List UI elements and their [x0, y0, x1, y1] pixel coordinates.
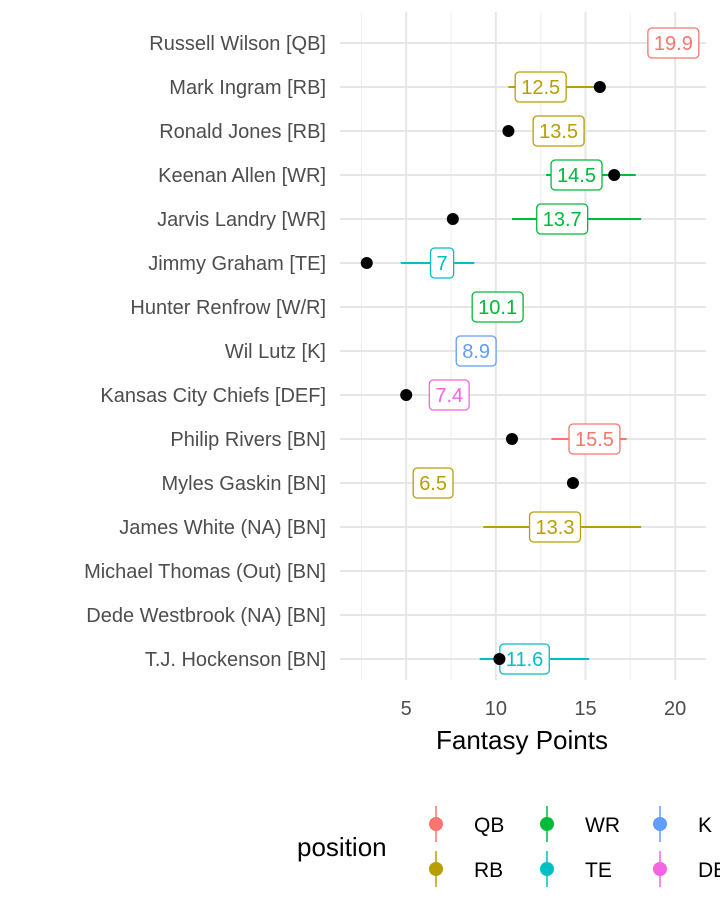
- x-tick-label: 5: [401, 698, 412, 720]
- y-tick-label: Hunter Renfrow [W/R]: [130, 297, 326, 319]
- projection-label: 14.5: [550, 159, 603, 191]
- legend-item: K: [653, 806, 712, 842]
- x-tick-label: 20: [664, 698, 686, 720]
- y-tick-label: Kansas City Chiefs [DEF]: [100, 385, 326, 407]
- svg-text:K: K: [698, 814, 712, 837]
- actual-point: [400, 389, 413, 401]
- svg-text:14.5: 14.5: [557, 165, 596, 187]
- actual-point: [593, 81, 606, 93]
- projection-label: 10.1: [471, 291, 524, 323]
- y-tick-label: Jarvis Landry [WR]: [157, 209, 326, 231]
- y-tick-label: Dede Westbrook (NA) [BN]: [86, 605, 326, 627]
- legend: position QB RB WR TE K DEF: [297, 806, 720, 887]
- y-tick-label: Ronald Jones [RB]: [159, 121, 326, 143]
- x-axis-title: Fantasy Points: [436, 725, 608, 755]
- projection-label: 11.6: [499, 643, 550, 675]
- svg-text:13.5: 13.5: [539, 121, 578, 143]
- svg-text:12.5: 12.5: [521, 77, 560, 99]
- y-tick-label: Myles Gaskin [BN]: [162, 473, 326, 495]
- actual-point: [566, 477, 579, 489]
- projection-label: 6.5: [412, 467, 454, 499]
- projection-labels: 19.9 12.5 13.5 14.5 13.7 7 10.1 8.9 7.4 15.5 6.5 13…: [412, 27, 700, 675]
- legend-item: WR: [540, 806, 620, 842]
- svg-text:10.1: 10.1: [478, 297, 517, 319]
- projection-label: 13.7: [536, 203, 589, 235]
- y-tick-label: Wil Lutz [K]: [225, 341, 326, 363]
- projection-label: 19.9: [647, 27, 700, 59]
- y-tick-label: Russell Wilson [QB]: [149, 33, 326, 55]
- projection-label: 7: [429, 247, 455, 279]
- range-bars: [400, 86, 642, 660]
- projection-label: 15.5: [568, 423, 621, 455]
- legend-item: DEF: [653, 851, 720, 887]
- legend-item: QB: [429, 806, 504, 842]
- svg-text:7: 7: [437, 253, 448, 275]
- y-tick-label: Keenan Allen [WR]: [158, 165, 326, 187]
- legend-title: position: [297, 832, 387, 862]
- x-tick-label: 15: [574, 698, 596, 720]
- svg-text:13.3: 13.3: [536, 517, 575, 539]
- svg-text:RB: RB: [474, 859, 503, 882]
- projection-label: 8.9: [455, 335, 497, 367]
- x-axis-ticks: 5 10 15 20: [401, 698, 687, 720]
- y-axis-labels: Russell Wilson [QB] Mark Ingram [RB] Ronal…: [84, 33, 326, 671]
- svg-text:13.7: 13.7: [543, 209, 582, 231]
- actual-point: [446, 213, 459, 225]
- actual-points: [360, 81, 621, 665]
- projection-label: 7.4: [428, 379, 470, 411]
- legend-item: RB: [429, 851, 503, 887]
- svg-text:QB: QB: [474, 814, 504, 837]
- actual-point: [608, 169, 621, 181]
- svg-text:TE: TE: [585, 859, 612, 882]
- x-tick-label: 10: [485, 698, 507, 720]
- y-tick-label: James White (NA) [BN]: [119, 517, 326, 539]
- y-tick-label: Philip Rivers [BN]: [170, 429, 326, 451]
- actual-point: [360, 257, 373, 269]
- projection-label: 12.5: [514, 71, 567, 103]
- svg-text:6.5: 6.5: [419, 473, 447, 495]
- y-tick-label: Michael Thomas (Out) [BN]: [84, 561, 326, 583]
- actual-point: [502, 125, 515, 137]
- legend-item: TE: [540, 851, 612, 887]
- svg-text:11.6: 11.6: [506, 649, 543, 671]
- svg-text:7.4: 7.4: [435, 385, 463, 407]
- svg-text:WR: WR: [585, 814, 620, 837]
- y-tick-label: T.J. Hockenson [BN]: [145, 649, 326, 671]
- svg-text:19.9: 19.9: [654, 33, 693, 55]
- grid: [340, 12, 706, 680]
- projection-label: 13.3: [528, 511, 582, 543]
- svg-text:DEF: DEF: [698, 859, 720, 882]
- svg-text:8.9: 8.9: [462, 341, 490, 363]
- actual-point: [493, 653, 506, 665]
- y-tick-label: Mark Ingram [RB]: [169, 77, 326, 99]
- svg-text:15.5: 15.5: [575, 429, 614, 451]
- projection-label: 13.5: [532, 115, 585, 147]
- y-tick-label: Jimmy Graham [TE]: [148, 253, 326, 275]
- actual-point: [505, 433, 518, 445]
